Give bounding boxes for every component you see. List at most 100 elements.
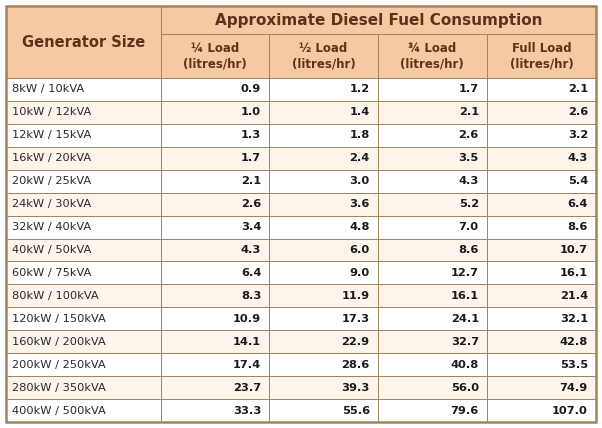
Bar — [6, 101, 161, 124]
Text: Generator Size: Generator Size — [22, 35, 145, 50]
Text: 8.6: 8.6 — [459, 245, 479, 255]
Text: ½ Load
(litres/hr): ½ Load (litres/hr) — [291, 42, 355, 70]
Bar — [377, 193, 487, 216]
Bar — [377, 124, 487, 147]
Text: 2.1: 2.1 — [459, 107, 479, 117]
Text: 22.9: 22.9 — [341, 337, 370, 347]
Bar — [487, 170, 596, 193]
Text: 40kW / 50kVA: 40kW / 50kVA — [12, 245, 92, 255]
Bar — [161, 147, 269, 170]
Bar — [6, 78, 161, 101]
Bar — [6, 284, 161, 307]
Text: 16.1: 16.1 — [560, 268, 588, 278]
Bar — [6, 353, 161, 376]
Text: Approximate Diesel Fuel Consumption: Approximate Diesel Fuel Consumption — [214, 12, 542, 27]
Text: 1.2: 1.2 — [350, 84, 370, 95]
Bar — [161, 124, 269, 147]
Bar — [161, 34, 269, 78]
Text: 10kW / 12kVA: 10kW / 12kVA — [12, 107, 92, 117]
Text: 1.0: 1.0 — [241, 107, 261, 117]
Bar — [161, 6, 596, 34]
Text: 74.9: 74.9 — [560, 383, 588, 392]
Text: 2.4: 2.4 — [349, 153, 370, 163]
Text: 6.4: 6.4 — [568, 199, 588, 209]
Bar — [487, 101, 596, 124]
Text: 17.4: 17.4 — [233, 360, 261, 370]
Text: 6.0: 6.0 — [349, 245, 370, 255]
Bar — [269, 353, 377, 376]
Text: 3.4: 3.4 — [241, 222, 261, 232]
Text: 12.7: 12.7 — [451, 268, 479, 278]
Bar — [269, 193, 377, 216]
Text: 8kW / 10kVA: 8kW / 10kVA — [12, 84, 84, 95]
Bar — [161, 376, 269, 399]
Text: 120kW / 150kVA: 120kW / 150kVA — [12, 314, 106, 324]
Bar — [6, 170, 161, 193]
Text: 5.2: 5.2 — [459, 199, 479, 209]
Text: 1.7: 1.7 — [241, 153, 261, 163]
Text: 3.0: 3.0 — [349, 176, 370, 186]
Bar — [269, 124, 377, 147]
Bar — [269, 284, 377, 307]
Text: 5.4: 5.4 — [568, 176, 588, 186]
Bar — [161, 284, 269, 307]
Text: 10.9: 10.9 — [233, 314, 261, 324]
Bar — [487, 353, 596, 376]
Bar — [269, 34, 377, 78]
Text: 40.8: 40.8 — [451, 360, 479, 370]
Bar — [161, 193, 269, 216]
Text: 1.8: 1.8 — [349, 131, 370, 140]
Bar — [377, 216, 487, 238]
Text: 4.3: 4.3 — [459, 176, 479, 186]
Text: 200kW / 250kVA: 200kW / 250kVA — [12, 360, 105, 370]
Text: 4.3: 4.3 — [568, 153, 588, 163]
Text: 12kW / 15kVA: 12kW / 15kVA — [12, 131, 92, 140]
Bar — [6, 262, 161, 284]
Bar — [6, 238, 161, 262]
Text: 3.6: 3.6 — [349, 199, 370, 209]
Text: 2.6: 2.6 — [568, 107, 588, 117]
Bar — [377, 307, 487, 330]
Bar — [487, 330, 596, 353]
Text: 10.7: 10.7 — [560, 245, 588, 255]
Bar — [487, 34, 596, 78]
Text: 16.1: 16.1 — [451, 291, 479, 301]
Bar — [487, 307, 596, 330]
Text: 32.1: 32.1 — [560, 314, 588, 324]
Text: 2.6: 2.6 — [241, 199, 261, 209]
Bar — [487, 78, 596, 101]
Bar — [487, 193, 596, 216]
Bar — [487, 376, 596, 399]
Bar — [269, 399, 377, 422]
Text: 20kW / 25kVA: 20kW / 25kVA — [12, 176, 91, 186]
Text: 2.1: 2.1 — [241, 176, 261, 186]
Bar — [161, 353, 269, 376]
Text: 9.0: 9.0 — [349, 268, 370, 278]
Text: 0.9: 0.9 — [241, 84, 261, 95]
Bar — [161, 307, 269, 330]
Bar — [269, 101, 377, 124]
Text: 160kW / 200kVA: 160kW / 200kVA — [12, 337, 105, 347]
Text: 32.7: 32.7 — [451, 337, 479, 347]
Bar — [269, 330, 377, 353]
Text: 4.3: 4.3 — [241, 245, 261, 255]
Bar — [161, 238, 269, 262]
Bar — [161, 330, 269, 353]
Text: 400kW / 500kVA: 400kW / 500kVA — [12, 406, 106, 416]
Bar — [6, 216, 161, 238]
Text: 7.0: 7.0 — [459, 222, 479, 232]
Bar — [377, 78, 487, 101]
Bar — [377, 170, 487, 193]
Text: 3.5: 3.5 — [459, 153, 479, 163]
Text: 24kW / 30kVA: 24kW / 30kVA — [12, 199, 91, 209]
Text: 1.3: 1.3 — [241, 131, 261, 140]
Bar — [161, 262, 269, 284]
Bar — [487, 284, 596, 307]
Text: 107.0: 107.0 — [552, 406, 588, 416]
Bar — [269, 238, 377, 262]
Text: 8.6: 8.6 — [568, 222, 588, 232]
Text: 16kW / 20kVA: 16kW / 20kVA — [12, 153, 91, 163]
Bar — [161, 101, 269, 124]
Text: 2.6: 2.6 — [459, 131, 479, 140]
Bar — [487, 147, 596, 170]
